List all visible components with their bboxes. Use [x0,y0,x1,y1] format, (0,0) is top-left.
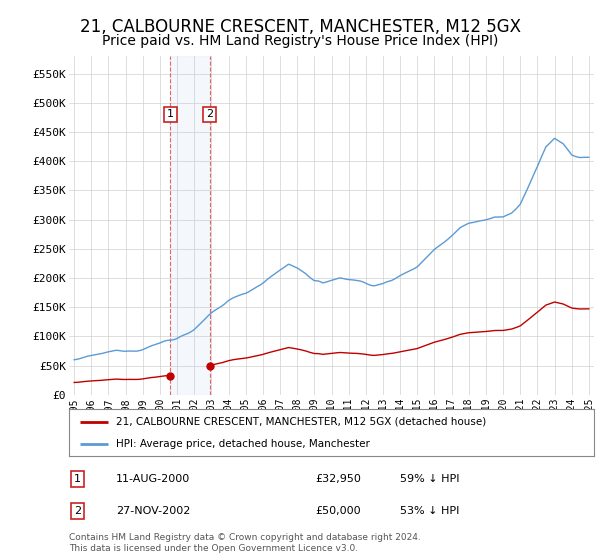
Text: HPI: Average price, detached house, Manchester: HPI: Average price, detached house, Manc… [116,438,370,449]
Text: 2: 2 [74,506,82,516]
Text: £50,000: £50,000 [316,506,361,516]
Text: 21, CALBOURNE CRESCENT, MANCHESTER, M12 5GX (detached house): 21, CALBOURNE CRESCENT, MANCHESTER, M12 … [116,417,487,427]
Text: 21, CALBOURNE CRESCENT, MANCHESTER, M12 5GX: 21, CALBOURNE CRESCENT, MANCHESTER, M12 … [79,18,521,36]
Text: Price paid vs. HM Land Registry's House Price Index (HPI): Price paid vs. HM Land Registry's House … [102,34,498,48]
Text: 1: 1 [167,109,174,119]
Text: 11-AUG-2000: 11-AUG-2000 [116,474,191,484]
Text: 1: 1 [74,474,81,484]
Bar [170,56,209,395]
Text: This data is licensed under the Open Government Licence v3.0.: This data is licensed under the Open Gov… [69,544,358,553]
Text: 59% ↓ HPI: 59% ↓ HPI [400,474,459,484]
Text: 2: 2 [206,109,213,119]
Text: £32,950: £32,950 [316,474,362,484]
Text: Contains HM Land Registry data © Crown copyright and database right 2024.: Contains HM Land Registry data © Crown c… [69,533,421,542]
Text: 27-NOV-2002: 27-NOV-2002 [116,506,191,516]
Text: 53% ↓ HPI: 53% ↓ HPI [400,506,459,516]
